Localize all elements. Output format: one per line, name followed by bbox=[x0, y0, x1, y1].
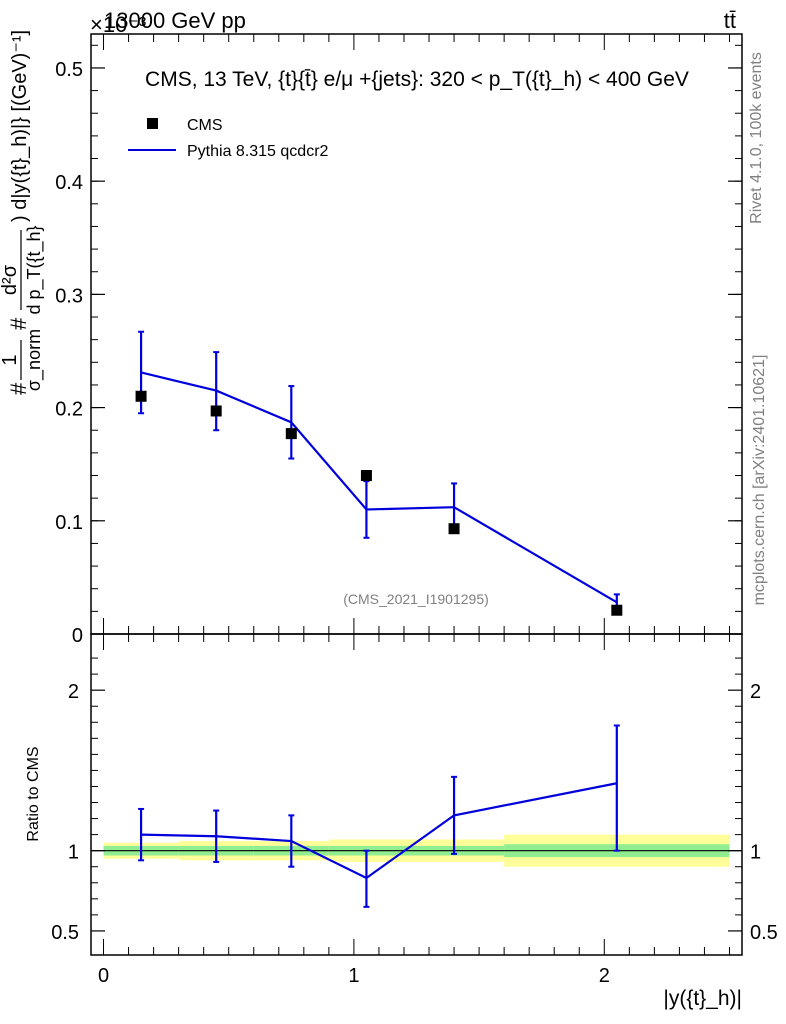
ratio-ytick-label-right: 2 bbox=[750, 681, 761, 703]
cms-data-point bbox=[135, 390, 147, 402]
ratio-ytick-label-right: 1 bbox=[750, 842, 761, 864]
ratio-xtick-label: 0 bbox=[98, 965, 109, 987]
ratio-xlabel: |y({t}_h)| bbox=[663, 987, 742, 1010]
cms-data-point bbox=[360, 470, 372, 482]
cms-data-point bbox=[210, 405, 222, 417]
source-label: mcplots.cern.ch [arXiv:2401.10621] bbox=[751, 355, 768, 606]
ratio-xtick-label: 1 bbox=[348, 965, 359, 987]
main-ylabel-tail: ) d|y({t}_h)|} [(GeV)⁻¹] bbox=[9, 30, 31, 222]
energy-label: 13000 GeV pp bbox=[104, 8, 246, 33]
legend-label-cms: CMS bbox=[187, 117, 223, 134]
main-ytick-label: 0.4 bbox=[55, 172, 83, 194]
exponent-label: ×10⁻³ bbox=[90, 12, 146, 37]
ratio-ylabel: Ratio to CMS bbox=[25, 746, 42, 841]
main-title: CMS, 13 TeV, {t}{t̄} e/μ +{jets}: 320 < … bbox=[145, 68, 689, 91]
main-ytick-label: 0.5 bbox=[55, 59, 83, 81]
legend: CMS Pythia 8.315 qcdcr2 bbox=[128, 117, 329, 160]
rivet-label: Rivet 4.1.0, 100k events bbox=[748, 52, 765, 224]
main-ytick-label: 0 bbox=[72, 625, 83, 647]
cms-data-point bbox=[611, 604, 623, 616]
main-ytick-label: 0.1 bbox=[55, 512, 83, 534]
main-ylabel-num: d²σ bbox=[0, 264, 21, 295]
ratio-panel: 0.5 0.5 1 1 2 2 0 1 2 |y({t}_h)| bbox=[51, 633, 778, 1010]
main-ytick-label: 0.3 bbox=[55, 285, 83, 307]
ratio-ytick-label: 1 bbox=[68, 842, 79, 864]
ratio-mc-line bbox=[141, 782, 618, 880]
ratio-frame bbox=[90, 633, 743, 956]
cms-data-point bbox=[448, 523, 460, 535]
main-ylabel-one: 1 bbox=[0, 354, 21, 365]
ratio-ytick-label: 0.5 bbox=[51, 922, 79, 944]
mc-line bbox=[140, 371, 618, 604]
main-ylabel: # 1 σ_norm # d²σ d p_T({t_h} ) d|y({t}_h… bbox=[0, 30, 45, 395]
main-ylabel-hash2: # bbox=[6, 317, 31, 330]
ratio-xtick-label: 2 bbox=[599, 965, 610, 987]
ratio-ytick-label-right: 0.5 bbox=[750, 922, 778, 944]
process-label: tt̄ bbox=[724, 8, 736, 33]
main-ylabel-den: d p_T({t_h} bbox=[24, 225, 45, 314]
watermark: (CMS_2021_I1901295) bbox=[343, 591, 489, 607]
main-ytick-label: 0.2 bbox=[55, 399, 83, 421]
main-ylabel-hash1: # bbox=[6, 382, 31, 395]
ratio-ytick-label: 2 bbox=[68, 681, 79, 703]
legend-label-mc: Pythia 8.315 qcdcr2 bbox=[187, 143, 329, 160]
main-ylabel-sigma-norm: σ_norm bbox=[24, 329, 45, 391]
legend-marker-cms bbox=[147, 118, 158, 129]
cms-data-point bbox=[285, 428, 297, 440]
main-panel: 0 0.1 0.2 0.3 0.4 0.5 CMS, 13 TeV, {t}{t̄} e/… bbox=[55, 33, 743, 647]
